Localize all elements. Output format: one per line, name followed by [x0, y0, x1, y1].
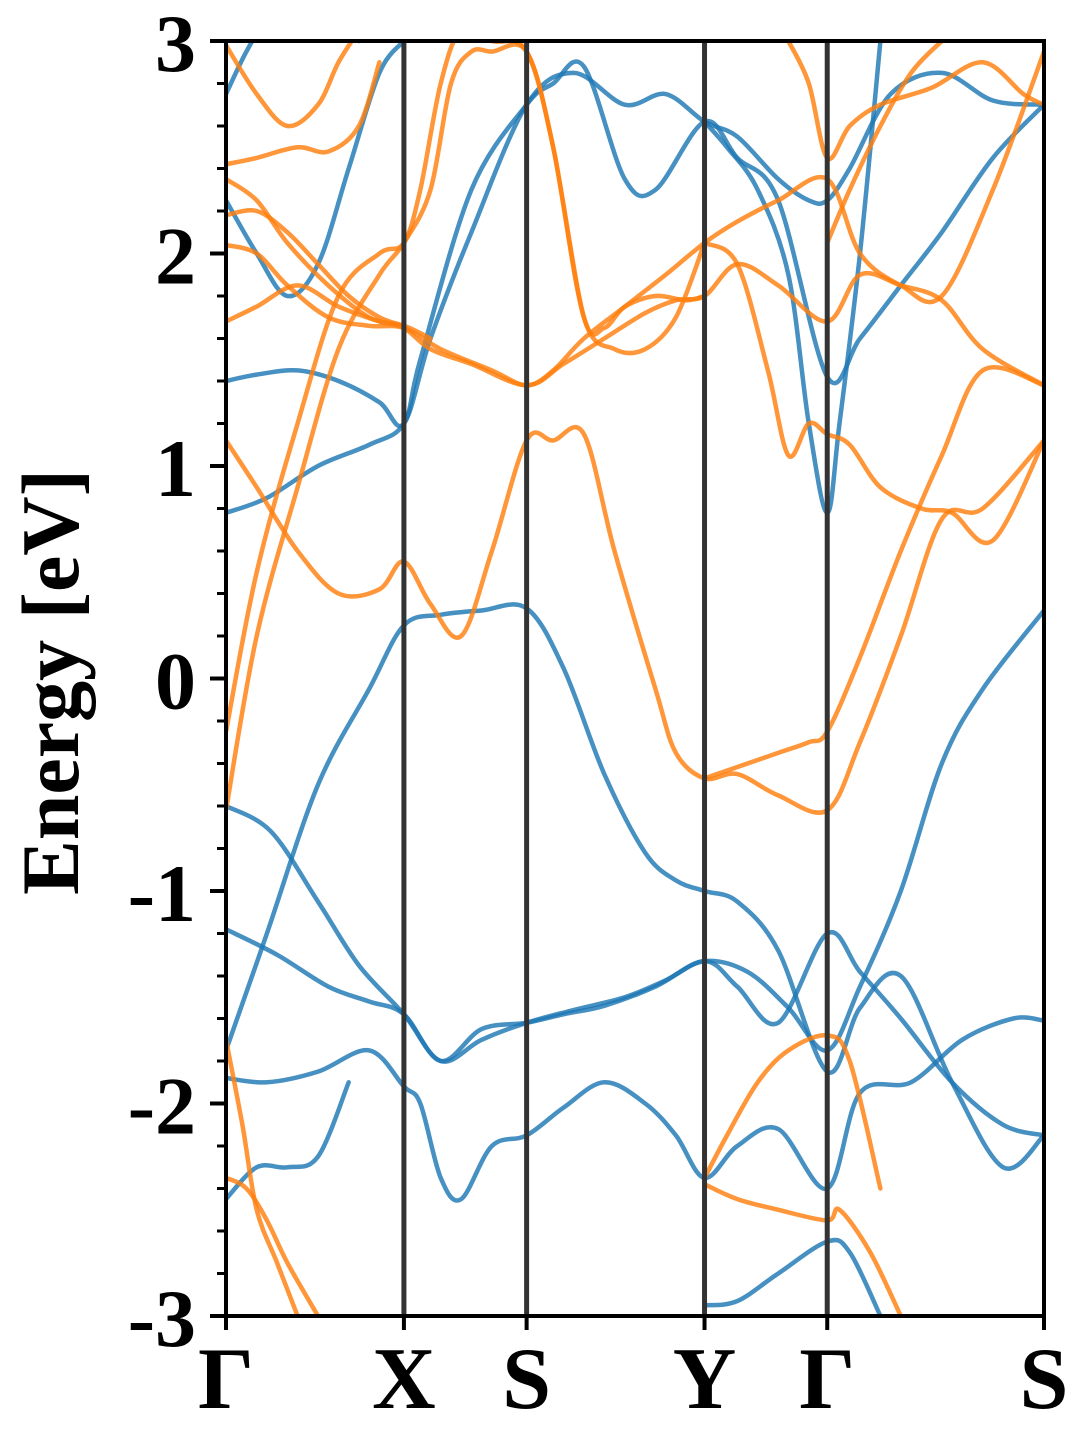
band-orange-13 [226, 42, 707, 813]
high-symmetry-lines [401, 41, 830, 1316]
band-lines [226, 41, 1044, 1316]
x-tick-label: Γ [799, 1331, 855, 1428]
x-tick-label: S [1020, 1331, 1069, 1428]
y-axis-ticks [210, 39, 1046, 1330]
band-blue-2 [226, 602, 1044, 1171]
x-tick-label: S [502, 1331, 551, 1428]
band-blue-5 [226, 59, 1044, 516]
x-tick-label: X [372, 1331, 436, 1428]
y-tick-label: 2 [155, 211, 196, 302]
band-orange-21 [702, 240, 1044, 546]
band-orange-22 [702, 365, 1044, 781]
band-orange-16 [226, 49, 1044, 388]
band-orange-23 [786, 41, 1044, 162]
band-orange-25 [702, 1033, 883, 1191]
y-tick-label: -2 [128, 1061, 196, 1152]
y-tick-label: 3 [155, 0, 196, 89]
y-tick-label: -3 [128, 1273, 196, 1364]
band-blue-6 [226, 70, 1044, 429]
band-blue-3 [226, 1015, 1044, 1203]
x-tick-label: Γ [198, 1331, 254, 1428]
plot-frame [224, 39, 1046, 1318]
y-tick-label: -1 [128, 848, 196, 939]
band-orange-19 [226, 60, 382, 167]
band-orange-17 [226, 208, 407, 329]
y-tick-label: 0 [155, 636, 196, 727]
band-orange-14 [226, 424, 1044, 815]
band-blue-4 [226, 927, 1044, 1138]
band-orange-24 [824, 41, 945, 246]
band-blue-11 [702, 1237, 883, 1316]
y-axis-title: Energy [eV] [5, 469, 96, 895]
band-blue-8 [226, 41, 362, 97]
y-tick-label: 1 [155, 423, 196, 514]
band-orange-28 [226, 1175, 321, 1316]
x-tick-label: Y [673, 1331, 737, 1428]
band-orange-20 [226, 41, 355, 129]
y-tick-labels: -3 -2 -1 0 1 2 3 [128, 0, 196, 1364]
band-orange-18 [226, 176, 433, 341]
